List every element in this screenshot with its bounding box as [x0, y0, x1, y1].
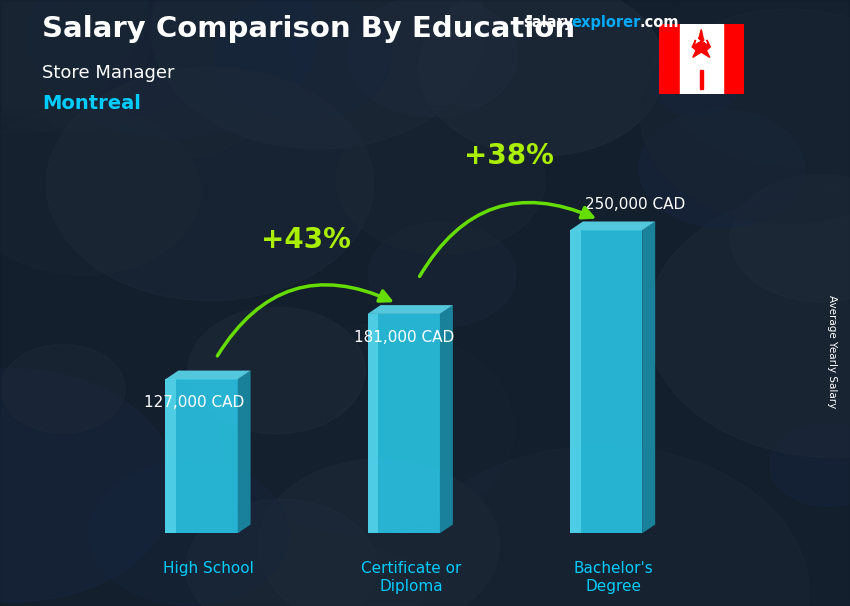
Text: Certificate or
Diploma: Certificate or Diploma	[360, 561, 462, 594]
Bar	[367, 314, 378, 533]
Circle shape	[188, 307, 366, 434]
Circle shape	[394, 445, 809, 606]
Circle shape	[348, 0, 517, 116]
Text: +38%: +38%	[463, 142, 553, 170]
Circle shape	[640, 9, 850, 224]
Circle shape	[0, 0, 148, 110]
Bar	[165, 379, 237, 533]
Circle shape	[0, 0, 237, 132]
Bar	[367, 314, 440, 533]
Text: 181,000 CAD: 181,000 CAD	[354, 330, 454, 345]
Circle shape	[25, 0, 292, 161]
Text: 250,000 CAD: 250,000 CAD	[585, 197, 685, 212]
Circle shape	[654, 0, 850, 167]
Circle shape	[214, 0, 392, 120]
Circle shape	[89, 462, 289, 605]
Text: Bachelor's
Degree: Bachelor's Degree	[574, 561, 653, 594]
Circle shape	[419, 0, 665, 156]
Text: .com: .com	[639, 15, 678, 30]
Text: High School: High School	[163, 561, 254, 576]
Text: explorer: explorer	[571, 15, 641, 30]
Bar	[165, 379, 176, 533]
Circle shape	[46, 67, 373, 301]
Text: salary: salary	[523, 15, 573, 30]
Circle shape	[28, 0, 317, 138]
Bar	[722, 24, 744, 94]
Text: Montreal: Montreal	[42, 94, 141, 113]
Circle shape	[337, 105, 546, 255]
Circle shape	[368, 222, 516, 327]
Bar	[700, 70, 703, 88]
Circle shape	[770, 424, 850, 506]
Text: Store Manager: Store Manager	[42, 64, 175, 82]
Bar	[570, 230, 581, 533]
Bar	[570, 230, 642, 533]
Circle shape	[221, 325, 513, 534]
Circle shape	[1, 344, 125, 433]
Polygon shape	[570, 222, 655, 230]
Text: Average Yearly Salary: Average Yearly Salary	[827, 295, 837, 408]
Circle shape	[151, 0, 485, 149]
Circle shape	[647, 188, 850, 458]
Text: 127,000 CAD: 127,000 CAD	[144, 396, 244, 410]
Polygon shape	[165, 370, 251, 379]
FancyBboxPatch shape	[657, 22, 745, 96]
Circle shape	[258, 459, 500, 606]
Circle shape	[0, 369, 175, 602]
Circle shape	[652, 53, 739, 116]
Text: Salary Comparison By Education: Salary Comparison By Education	[42, 15, 575, 43]
Circle shape	[186, 499, 377, 606]
Circle shape	[0, 108, 201, 275]
Polygon shape	[643, 222, 655, 533]
Circle shape	[639, 110, 804, 227]
Polygon shape	[237, 370, 251, 533]
Polygon shape	[367, 305, 453, 314]
Polygon shape	[692, 30, 711, 58]
Circle shape	[303, 547, 424, 606]
Text: +43%: +43%	[261, 226, 351, 254]
Bar	[659, 24, 680, 94]
Circle shape	[0, 0, 116, 116]
Bar	[680, 24, 722, 94]
Circle shape	[731, 175, 850, 302]
Circle shape	[0, 0, 150, 133]
Polygon shape	[440, 305, 453, 533]
